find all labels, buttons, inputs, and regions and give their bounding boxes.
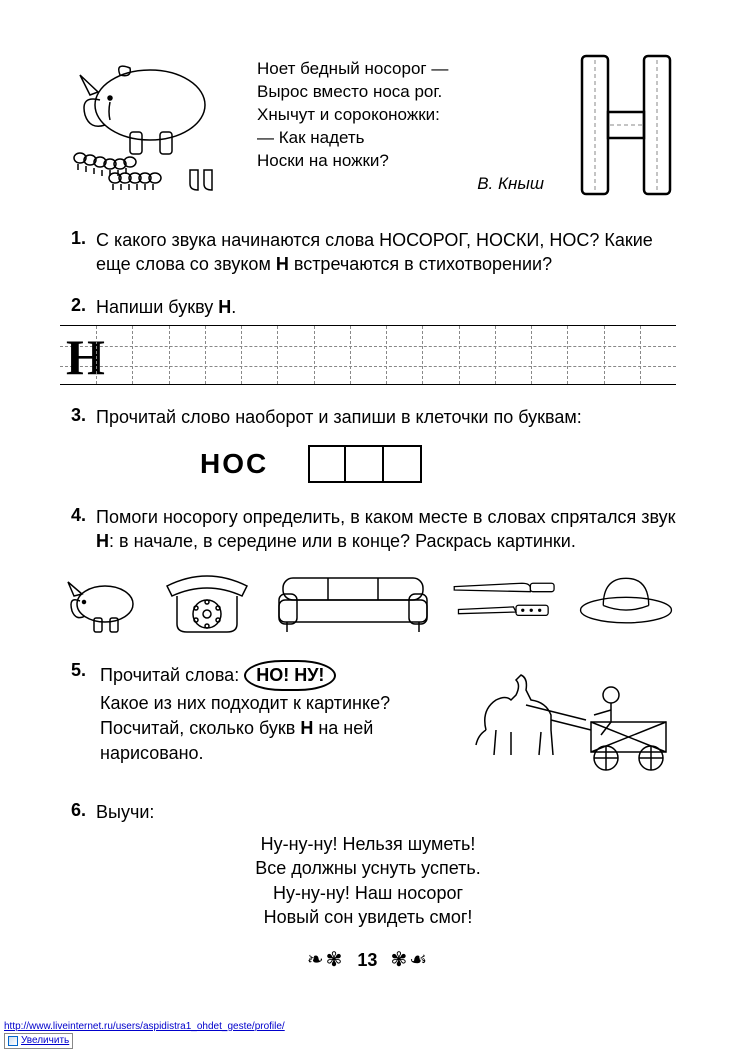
text-span: Помоги носорогу определить, в каком мест…	[96, 507, 676, 527]
writing-practice-row: Н	[60, 325, 676, 385]
writing-cell-divider	[205, 326, 206, 384]
task-5: 5. Прочитай слова: НО! НУ! Какое из них …	[60, 660, 676, 780]
header-row: Ноет бедный носорог — Вырос вместо носа …	[60, 50, 676, 200]
task-number: 5.	[60, 660, 86, 681]
knife-icon	[450, 566, 560, 636]
enlarge-icon	[8, 1036, 18, 1046]
writing-cell-divider	[604, 326, 605, 384]
ornament-left: ❧✾	[307, 949, 345, 971]
task-3: 3. Прочитай слово наоборот и запиши в кл…	[60, 405, 676, 429]
task-4: 4. Помоги носорогу определить, в каком м…	[60, 505, 676, 554]
hat-icon	[576, 566, 676, 636]
nos-word: НОС	[200, 448, 268, 480]
task-6: 6. Выучи:	[60, 800, 676, 824]
writing-cell-divider	[169, 326, 170, 384]
enlarge-label: Увеличить	[21, 1035, 69, 1047]
writing-cell-divider	[640, 326, 641, 384]
task-text: Напиши букву Н.	[96, 295, 676, 319]
letter-box	[308, 445, 346, 483]
big-letter-n	[576, 50, 676, 200]
task-number: 1.	[60, 228, 86, 249]
task-1: 1. С какого звука начинаются слова НОСОР…	[60, 228, 676, 277]
page-footer: ❧✾ 13 ✾☙	[60, 947, 676, 972]
task-2: 2. Напиши букву Н.	[60, 295, 676, 319]
writing-cell-divider	[567, 326, 568, 384]
writing-cell-divider	[422, 326, 423, 384]
pictures-row	[60, 566, 676, 636]
rhyme-line: Все должны уснуть успеть.	[60, 856, 676, 880]
sofa-icon	[273, 566, 433, 636]
rhyme-line: Новый сон увидеть смог!	[60, 905, 676, 929]
poem-line: — Как надеть	[257, 127, 564, 150]
text-span: : в начале, в середине или в конце? Раск…	[109, 531, 576, 551]
task-text: Помоги носорогу определить, в каком мест…	[96, 505, 676, 554]
writing-cell-divider	[386, 326, 387, 384]
task-number: 4.	[60, 505, 86, 526]
writing-cell-divider	[314, 326, 315, 384]
poem-line: Хнычут и сороконожки:	[257, 104, 564, 127]
letter-box	[384, 445, 422, 483]
poem-line: Ноет бедный носорог —	[257, 58, 564, 81]
letter-box	[346, 445, 384, 483]
task-number: 2.	[60, 295, 86, 316]
poem-block: Ноет бедный носорог — Вырос вместо носа …	[257, 50, 564, 196]
writing-cell-divider	[96, 326, 97, 384]
rhyme-line: Ну-ну-ну! Наш носорог	[60, 881, 676, 905]
page-number: 13	[357, 950, 377, 970]
task-text: Прочитай слова: НО! НУ! Какое из них под…	[100, 660, 452, 767]
text-span: Прочитай слова:	[100, 665, 244, 685]
rhino-illustration	[60, 50, 245, 200]
three-letter-boxes	[308, 445, 422, 483]
task-number: 6.	[60, 800, 86, 821]
poem-line: Носки на ножки?	[257, 150, 564, 173]
task-number: 3.	[60, 405, 86, 426]
task-text: С какого звука начинаются слова НОСОРОГ,…	[96, 228, 676, 277]
writing-cell-divider	[277, 326, 278, 384]
poem-author: В. Кныш	[257, 173, 564, 196]
rhyme-line: Ну-ну-ну! Нельзя шуметь!	[60, 832, 676, 856]
text-span: .	[231, 297, 236, 317]
source-url-link[interactable]: http://www.liveinternet.ru/users/aspidis…	[4, 1021, 285, 1033]
poem-line: Вырос вместо носа рог.	[257, 81, 564, 104]
writing-cell-divider	[350, 326, 351, 384]
nos-row: НОС	[200, 445, 676, 483]
oval-words: НО! НУ!	[244, 660, 336, 691]
bold-letter: Н	[300, 718, 313, 738]
writing-cell-divider	[495, 326, 496, 384]
rhino-small-icon	[60, 566, 140, 636]
writing-cell-divider	[531, 326, 532, 384]
writing-cell-divider	[241, 326, 242, 384]
telephone-icon	[157, 566, 257, 636]
ornament-right: ✾☙	[390, 949, 429, 971]
text-span: встречаются в стихотворении?	[289, 254, 552, 274]
bottom-links: http://www.liveinternet.ru/users/aspidis…	[4, 1021, 285, 1049]
text-span: Напиши букву	[96, 297, 218, 317]
writing-cell-divider	[132, 326, 133, 384]
bold-letter: Н	[218, 297, 231, 317]
rhyme-block: Ну-ну-ну! Нельзя шуметь! Все должны усну…	[60, 832, 676, 929]
horse-cart-illustration	[466, 660, 676, 780]
writing-cell-divider	[459, 326, 460, 384]
enlarge-button[interactable]: Увеличить	[4, 1033, 73, 1049]
task-text: Прочитай слово наоборот и запиши в клето…	[96, 405, 676, 429]
task-text: Выучи:	[96, 800, 676, 824]
example-letter: Н	[66, 328, 105, 386]
bold-letter: Н	[96, 531, 109, 551]
bold-letter: Н	[276, 254, 289, 274]
